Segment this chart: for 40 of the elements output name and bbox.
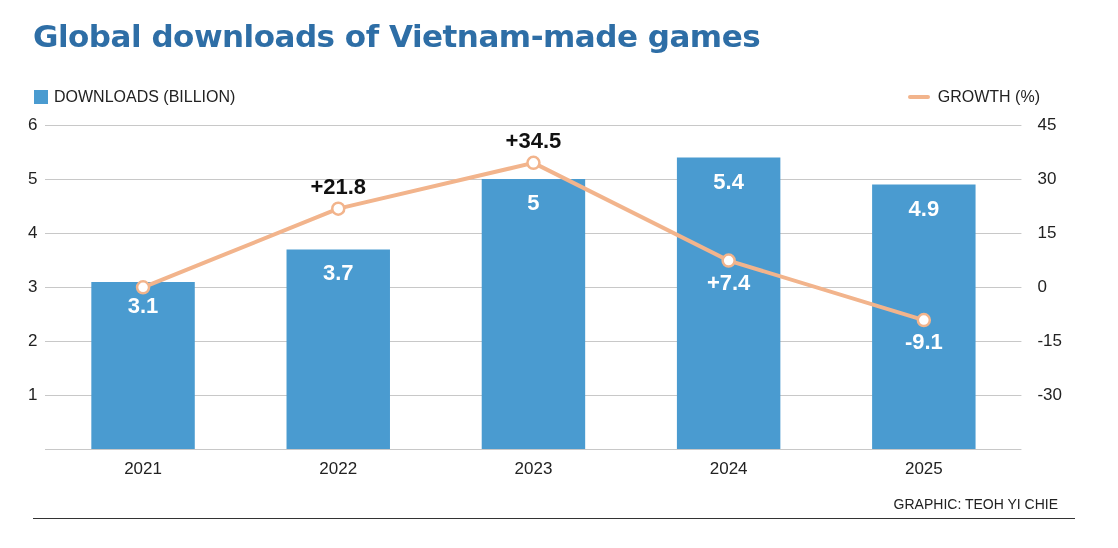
legend-label: GROWTH (%) [937,88,1040,106]
point [721,253,736,268]
y-tick-label: 2 [27,331,38,351]
y2-tick-label: -30 [1037,385,1063,405]
y-tick-label: 5 [27,168,38,188]
y-tick-label: 4 [27,222,38,242]
y2-tick-label: 15 [1037,222,1057,242]
data-label: +7.4 [706,269,752,295]
bar [872,184,976,450]
chart-title: Global downloads of Vietnam-made games [33,18,761,54]
x-tick-label: 2024 [709,459,748,479]
y-tick-label: 6 [27,114,38,134]
bar [481,179,586,450]
y2-tick-label: 45 [1037,114,1057,134]
point [135,280,151,295]
y2-tick-label: 0 [1037,276,1047,296]
bar [91,281,195,450]
x-tick-label: 2021 [124,459,162,479]
data-label: +21.8 [310,173,367,199]
data-label: +34.5 [505,127,562,153]
x-tick-label: 2022 [319,459,358,479]
legend-label: DOWNLOADS (BILLION) [54,88,236,106]
x-tick-label: 2025 [904,459,943,479]
y2-tick-label: 30 [1037,168,1057,188]
text: GRAPHIC: TEOH YI CHIE [893,496,1058,512]
data-label: 5.4 [713,168,745,194]
data-label: 4.9 [908,195,940,221]
y-tick-label: 3 [27,276,38,296]
point [331,201,346,216]
point [916,312,932,328]
bar [676,157,781,450]
data-label: 3.7 [322,260,354,286]
data-label: 5 [527,190,540,216]
data-label: 3.1 [127,292,159,318]
data-label: -9.1 [904,329,943,355]
y-tick-label: 1 [27,385,38,405]
y2-tick-label: -15 [1037,331,1063,351]
point [526,155,541,171]
x-tick-label: 2023 [514,459,553,479]
bar [286,249,390,450]
